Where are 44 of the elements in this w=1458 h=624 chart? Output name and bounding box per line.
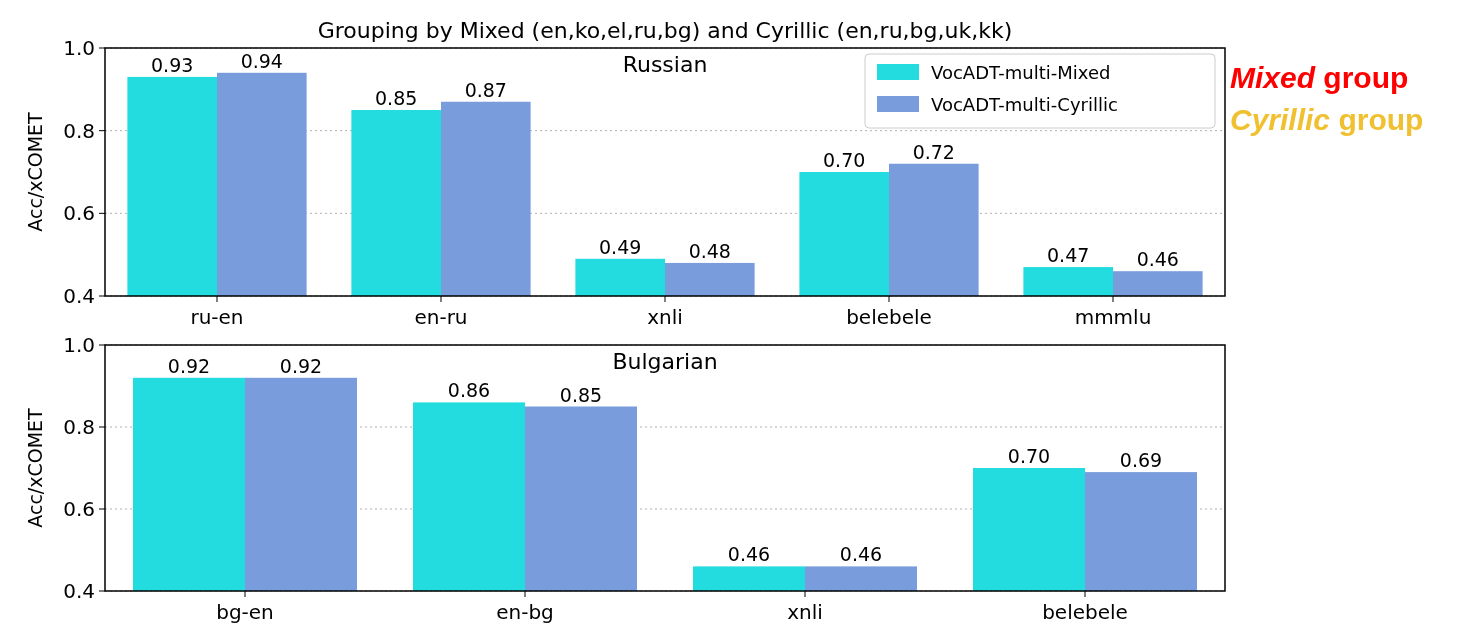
data-label: 0.47 — [1047, 244, 1090, 267]
x-tick-label: belebele — [846, 305, 932, 329]
data-label: 0.48 — [688, 239, 731, 262]
data-label: 0.46 — [1136, 248, 1179, 271]
data-label: 0.92 — [167, 354, 211, 377]
x-tick-label: xnli — [787, 600, 823, 624]
text: Mixed group — [1230, 61, 1409, 94]
x-tick-label: xnli — [647, 305, 683, 329]
data-label: 0.85 — [559, 383, 603, 406]
data-label: 0.94 — [240, 49, 283, 72]
y-tick-label: 0.8 — [63, 118, 95, 143]
x-tick-label: en-bg — [496, 600, 554, 624]
y-axis-title: Acc/xCOMET — [24, 407, 46, 528]
chart-subtitle: Russian — [622, 52, 708, 77]
legend-label: VocADT-multi-Mixed — [931, 62, 1111, 83]
data-label: 0.49 — [599, 235, 642, 258]
x-tick-label: ru-en — [190, 305, 244, 329]
data-label: 0.92 — [279, 354, 323, 377]
data-label: 0.93 — [151, 53, 194, 76]
data-label: 0.87 — [464, 78, 507, 101]
x-tick-label: mmmlu — [1074, 305, 1152, 329]
data-label: 0.46 — [727, 543, 771, 566]
data-label: 0.70 — [1007, 445, 1051, 467]
legend-label: VocADT-multi-Cyrillic — [931, 94, 1118, 115]
y-tick-label: 1.0 — [63, 36, 95, 60]
y-tick-label: 0.4 — [63, 579, 95, 603]
y-tick-label: 0.8 — [63, 415, 95, 439]
y-tick-label: 0.6 — [63, 497, 95, 521]
x-tick-label: en-ru — [414, 305, 468, 329]
data-label: 0.86 — [447, 379, 491, 402]
y-tick-label: 0.4 — [63, 284, 95, 308]
data-label: 0.70 — [823, 149, 866, 171]
x-tick-label: belebele — [1042, 600, 1128, 624]
chart-title: Bulgarian — [612, 349, 718, 374]
y-tick-label: 1.0 — [63, 333, 95, 357]
x-tick-label: bg-en — [216, 600, 274, 624]
data-label: 0.69 — [1119, 449, 1163, 472]
data-label: 0.72 — [912, 140, 955, 163]
y-tick-label: 0.6 — [63, 201, 95, 226]
data-label: 0.85 — [375, 87, 418, 109]
chart-title: Grouping by Mixed (en,ko,el,ru,bg) and Cyrillic (en,ru,bg,uk,kk) — [317, 18, 1013, 43]
data-label: 0.46 — [839, 543, 883, 566]
y-axis-title: Acc/xCOMET — [24, 111, 46, 232]
text: Cyrillic group — [1230, 103, 1424, 136]
